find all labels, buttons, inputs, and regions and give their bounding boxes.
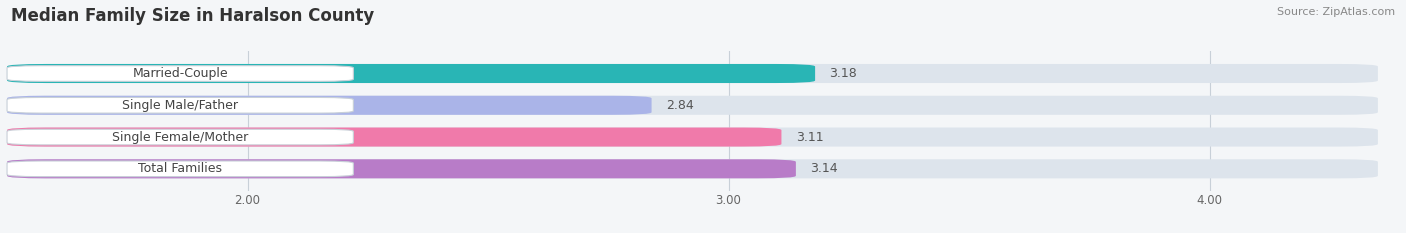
FancyBboxPatch shape [7,96,651,115]
FancyBboxPatch shape [7,161,353,177]
Text: Total Families: Total Families [138,162,222,175]
FancyBboxPatch shape [7,127,782,147]
FancyBboxPatch shape [7,159,1378,178]
FancyBboxPatch shape [7,64,815,83]
Text: Source: ZipAtlas.com: Source: ZipAtlas.com [1277,7,1395,17]
FancyBboxPatch shape [7,127,1378,147]
FancyBboxPatch shape [7,129,353,145]
Text: 3.11: 3.11 [796,130,824,144]
Text: Single Male/Father: Single Male/Father [122,99,238,112]
Text: Median Family Size in Haralson County: Median Family Size in Haralson County [11,7,374,25]
FancyBboxPatch shape [7,159,796,178]
Text: 2.84: 2.84 [666,99,693,112]
FancyBboxPatch shape [7,97,353,113]
FancyBboxPatch shape [7,96,1378,115]
FancyBboxPatch shape [7,64,1378,83]
FancyBboxPatch shape [7,66,353,81]
Text: 3.18: 3.18 [830,67,858,80]
Text: 3.14: 3.14 [810,162,838,175]
Text: Married-Couple: Married-Couple [132,67,228,80]
Text: Single Female/Mother: Single Female/Mother [112,130,249,144]
